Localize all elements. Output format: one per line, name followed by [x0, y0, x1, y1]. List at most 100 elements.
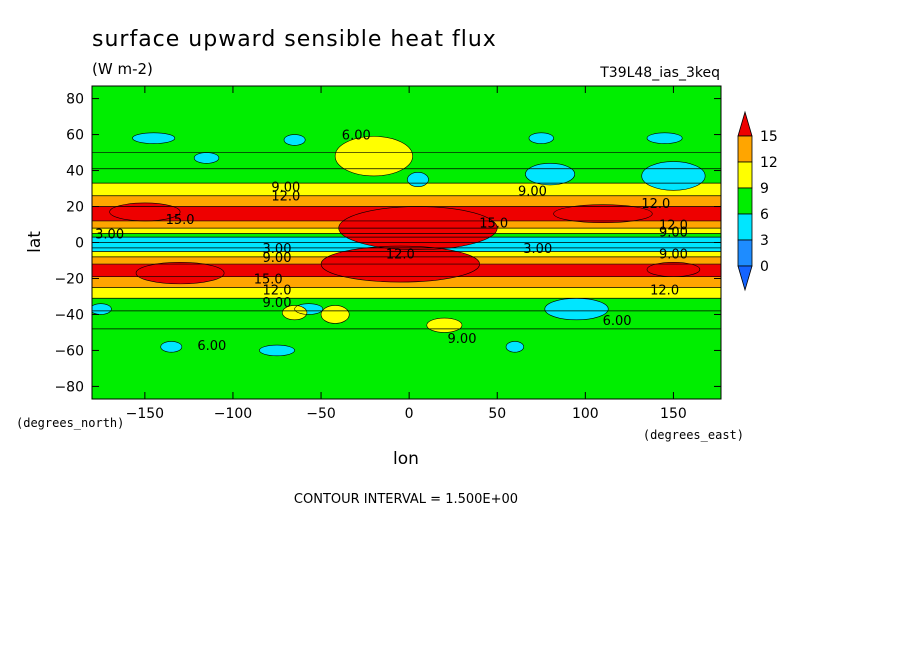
contour-label: 9.00 — [659, 247, 688, 262]
contour-label: 3.00 — [263, 242, 292, 257]
contour-label: 12.0 — [263, 283, 292, 298]
anomaly-region — [259, 345, 295, 356]
x-tick-label: 100 — [572, 406, 599, 422]
contour-line — [505, 341, 524, 353]
contour-label: 6.00 — [197, 339, 226, 354]
anomaly-region — [194, 152, 219, 164]
y-tick-label: −20 — [54, 271, 84, 287]
contour-line — [160, 341, 183, 353]
y-tick-label: 60 — [66, 128, 84, 144]
colorbar-swatch — [737, 213, 753, 241]
contour-line — [259, 344, 295, 357]
contour-line — [338, 206, 498, 250]
contour-label: 15.0 — [254, 272, 283, 287]
x-tick-label: −150 — [126, 406, 164, 422]
zonal-band — [92, 298, 721, 311]
anomaly-region — [321, 305, 350, 324]
y-axis-label: lat — [25, 231, 45, 253]
contour-label: 9.00 — [263, 251, 292, 266]
zonal-band — [92, 168, 721, 184]
contour-line — [641, 161, 706, 191]
anomaly-region — [335, 136, 413, 176]
contour-label: 9.00 — [271, 181, 300, 196]
anomaly-region — [132, 132, 175, 144]
colorbar-over-arrow — [737, 110, 753, 137]
contour-label: 12.0 — [641, 197, 670, 212]
contour-lines — [92, 132, 721, 357]
anomaly-region — [647, 132, 683, 144]
x-tick-label: −50 — [306, 406, 336, 422]
contour-line — [426, 317, 463, 333]
y-tick-label: 40 — [66, 164, 84, 180]
contour-line — [544, 297, 609, 321]
contour-label: 3.00 — [523, 242, 552, 257]
x-axis-label: lon — [393, 449, 419, 469]
zonal-band — [92, 195, 721, 207]
contour-label: 9.00 — [518, 184, 547, 199]
contour-line — [407, 172, 429, 188]
contour-line — [646, 132, 683, 144]
anomaly-region — [136, 262, 225, 284]
y-tick-label: 20 — [66, 200, 84, 216]
contour-line — [334, 136, 413, 177]
contour-label: 9.00 — [448, 332, 477, 347]
contour-line — [646, 261, 701, 277]
x-tick-label: 50 — [488, 406, 506, 422]
anomaly-region — [160, 341, 182, 353]
zonal-band — [92, 328, 721, 399]
colorbar-label: 15 — [760, 129, 778, 145]
colorbar: 15 12 9 6 3 0 — [737, 110, 778, 292]
contour-label: 12.0 — [386, 247, 415, 262]
contour-line — [320, 305, 350, 324]
contour-label: 15.0 — [479, 217, 508, 232]
contour-label: 9.00 — [659, 226, 688, 241]
contour-line — [92, 303, 112, 315]
colorbar-label: 6 — [760, 207, 769, 223]
zonal-band — [92, 287, 721, 299]
contour-line — [528, 132, 554, 144]
anomaly-region — [544, 298, 609, 320]
contour-label: 3.00 — [95, 228, 124, 243]
filled-contour-field — [92, 86, 721, 399]
colorbar-under-arrow — [737, 265, 753, 292]
contour-line — [553, 204, 653, 224]
x-tick-label: −100 — [214, 406, 252, 422]
contour-label: 6.00 — [342, 129, 371, 144]
y-tick-label: −40 — [54, 307, 84, 323]
anomaly-region — [553, 204, 653, 223]
colorbar-swatch — [737, 135, 753, 163]
y-tick-label: −60 — [54, 343, 84, 359]
x-tick-label: 150 — [660, 406, 687, 422]
colorbar-label: 12 — [760, 155, 778, 171]
anomaly-region — [282, 305, 307, 320]
colorbar-label: 0 — [760, 259, 769, 275]
anomaly-region — [647, 262, 700, 277]
colorbar-label: 3 — [760, 233, 769, 249]
contour-line — [283, 134, 306, 146]
contour-label: 12.0 — [271, 190, 300, 205]
colorbar-swatch — [737, 161, 753, 189]
anomaly-region — [109, 202, 181, 221]
contour-label: 6.00 — [603, 314, 632, 329]
y-axis-units: (degrees_north) — [16, 416, 124, 430]
colorbar-label: 9 — [760, 181, 769, 197]
anomaly-region — [284, 134, 306, 146]
contour-line — [281, 305, 308, 321]
contour-label: 9.00 — [263, 296, 292, 311]
anomaly-region — [92, 303, 112, 315]
zonal-band — [92, 86, 721, 153]
contour-label: 15.0 — [166, 213, 195, 228]
contour-label: 12.0 — [650, 283, 679, 298]
x-tick-label: 0 — [405, 406, 414, 422]
contour-line — [525, 163, 576, 186]
y-axis: −80 −60 −40 −20 0 20 40 60 80 — [54, 92, 721, 395]
y-tick-label: −80 — [54, 379, 84, 395]
zonal-band — [92, 183, 721, 196]
contour-interval-note: CONTOUR INTERVAL = 1.500E+00 — [294, 492, 518, 507]
contour-line — [320, 245, 480, 283]
contour-line — [294, 303, 324, 315]
x-axis: −150 −100 −50 0 50 100 150 — [126, 86, 687, 422]
contour-label: 12.0 — [659, 219, 688, 234]
contour-line — [109, 202, 181, 222]
